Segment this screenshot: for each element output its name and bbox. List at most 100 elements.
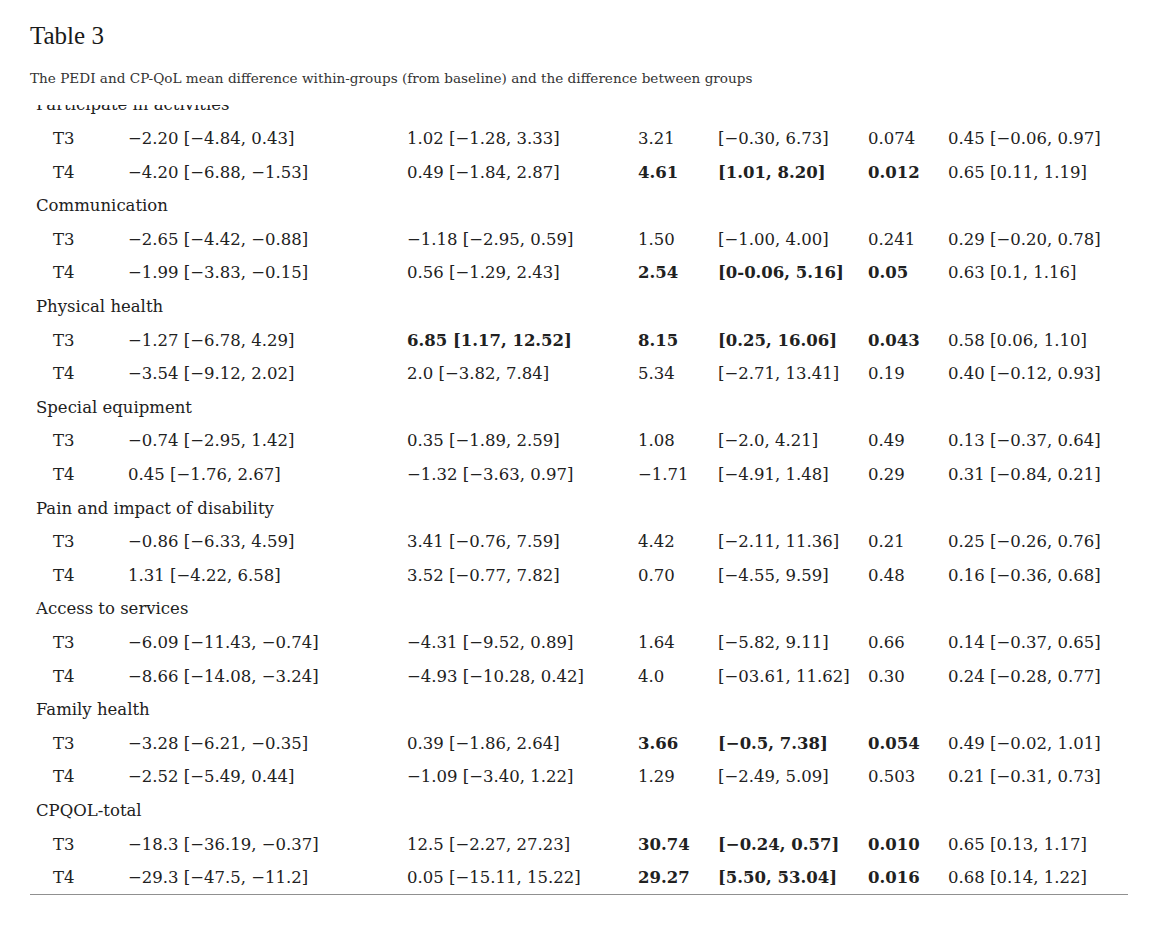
effect-size: 0.65 [0.11, 1.19]: [948, 155, 1128, 189]
group1-mean-difference: 1.31 [−4.22, 6.58]: [128, 559, 407, 593]
data-row: T4−8.66 [−14.08, −3.24]−4.93 [−10.28, 0.…: [30, 659, 1128, 693]
group1-mean-difference: −2.20 [−4.84, 0.43]: [128, 122, 407, 156]
group1-mean-difference: −18.3 [−36.19, −0.37]: [128, 827, 407, 861]
category-row: Pain and impact of disability: [30, 491, 1128, 525]
effect-size: 0.16 [−0.36, 0.68]: [948, 559, 1128, 593]
time-label: T3: [30, 424, 128, 458]
between-group-difference: 4.0: [638, 659, 718, 693]
table-title: Table 3: [30, 22, 1152, 50]
p-value: 0.241: [868, 222, 948, 256]
p-value: 0.503: [868, 760, 948, 794]
p-value: 0.66: [868, 626, 948, 660]
between-group-difference: 1.64: [638, 626, 718, 660]
difference-ci: [−2.71, 13.41]: [718, 357, 868, 391]
between-group-difference: 2.54: [638, 256, 718, 290]
p-value: 0.016: [868, 861, 948, 895]
data-row: T3−6.09 [−11.43, −0.74]−4.31 [−9.52, 0.8…: [30, 626, 1128, 660]
data-row: T4−2.52 [−5.49, 0.44]−1.09 [−3.40, 1.22]…: [30, 760, 1128, 794]
time-label: T3: [30, 323, 128, 357]
group1-mean-difference: −2.52 [−5.49, 0.44]: [128, 760, 407, 794]
group2-mean-difference: −4.93 [−10.28, 0.42]: [407, 659, 638, 693]
data-row: T3−2.65 [−4.42, −0.88]−1.18 [−2.95, 0.59…: [30, 222, 1128, 256]
difference-ci: [−2.11, 11.36]: [718, 525, 868, 559]
time-label: T4: [30, 861, 128, 895]
table-scroll-viewport[interactable]: Participate in activitiesT3−2.20 [−4.84,…: [30, 105, 1152, 901]
data-row: T4−4.20 [−6.88, −1.53]0.49 [−1.84, 2.87]…: [30, 155, 1128, 189]
group1-mean-difference: −3.28 [−6.21, −0.35]: [128, 727, 407, 761]
category-row: Family health: [30, 693, 1128, 727]
data-row: T41.31 [−4.22, 6.58]3.52 [−0.77, 7.82] 0.…: [30, 559, 1128, 593]
effect-size: 0.65 [0.13, 1.17]: [948, 827, 1128, 861]
category-label: Communication: [30, 189, 1128, 223]
group2-mean-difference: 6.85 [1.17, 12.52]: [407, 323, 638, 357]
category-label: Physical health: [30, 290, 1128, 324]
difference-ci: [1.01, 8.20]: [718, 155, 868, 189]
effect-size: 0.58 [0.06, 1.10]: [948, 323, 1128, 357]
effect-size: 0.21 [−0.31, 0.73]: [948, 760, 1128, 794]
category-row: Physical health: [30, 290, 1128, 324]
p-value: 0.21: [868, 525, 948, 559]
p-value: 0.012: [868, 155, 948, 189]
data-row: T3−0.86 [−6.33, 4.59]3.41 [−0.76, 7.59]4…: [30, 525, 1128, 559]
p-value: 0.29: [868, 458, 948, 492]
group2-mean-difference: 3.52 [−0.77, 7.82]: [407, 559, 638, 593]
p-value: 0.043: [868, 323, 948, 357]
time-label: T3: [30, 626, 128, 660]
time-label: T4: [30, 659, 128, 693]
category-row: Access to services: [30, 592, 1128, 626]
group1-mean-difference: −8.66 [−14.08, −3.24]: [128, 659, 407, 693]
time-label: T4: [30, 559, 128, 593]
p-value: 0.010: [868, 827, 948, 861]
effect-size: 0.13 [−0.37, 0.64]: [948, 424, 1128, 458]
between-group-difference: 1.50: [638, 222, 718, 256]
p-value: 0.30: [868, 659, 948, 693]
data-row: T4−3.54 [−9.12, 2.02]2.0 [−3.82, 7.84]5.…: [30, 357, 1128, 391]
between-group-difference: −1.71: [638, 458, 718, 492]
data-row: T3−2.20 [−4.84, 0.43]1.02 [−1.28, 3.33]3…: [30, 122, 1128, 156]
difference-ci: [5.50, 53.04]: [718, 861, 868, 895]
time-label: T3: [30, 727, 128, 761]
p-value: 0.05: [868, 256, 948, 290]
group1-mean-difference: −6.09 [−11.43, −0.74]: [128, 626, 407, 660]
group1-mean-difference: −3.54 [−9.12, 2.02]: [128, 357, 407, 391]
effect-size: 0.63 [0.1, 1.16]: [948, 256, 1128, 290]
group2-mean-difference: 0.39 [−1.86, 2.64]: [407, 727, 638, 761]
between-group-difference: 1.08: [638, 424, 718, 458]
group2-mean-difference: 3.41 [−0.76, 7.59]: [407, 525, 638, 559]
group2-mean-difference: 0.49 [−1.84, 2.87]: [407, 155, 638, 189]
between-group-difference: 3.66: [638, 727, 718, 761]
difference-ci: [−1.00, 4.00]: [718, 222, 868, 256]
effect-size: 0.25 [−0.26, 0.76]: [948, 525, 1128, 559]
data-row: T3−18.3 [−36.19, −0.37]12.5 [−2.27, 27.2…: [30, 827, 1128, 861]
data-row: T4−29.3 [−47.5, −11.2]0.05 [−15.11, 15.2…: [30, 861, 1128, 895]
between-group-difference: 29.27: [638, 861, 718, 895]
time-label: T4: [30, 155, 128, 189]
group1-mean-difference: −0.86 [−6.33, 4.59]: [128, 525, 407, 559]
article-table-page: Table 3 The PEDI and CP-QoL mean differe…: [0, 22, 1152, 901]
difference-ci: [−03.61, 11.62]: [718, 659, 868, 693]
table-body: Participate in activitiesT3−2.20 [−4.84,…: [30, 105, 1128, 895]
group2-mean-difference: 0.56 [−1.29, 2.43]: [407, 256, 638, 290]
between-group-difference: 30.74: [638, 827, 718, 861]
difference-ci: [−4.55, 9.59]: [718, 559, 868, 593]
effect-size: 0.68 [0.14, 1.22]: [948, 861, 1128, 895]
group2-mean-difference: −4.31 [−9.52, 0.89]: [407, 626, 638, 660]
effect-size: 0.24 [−0.28, 0.77]: [948, 659, 1128, 693]
effect-size: 0.29 [−0.20, 0.78]: [948, 222, 1128, 256]
group1-mean-difference: −4.20 [−6.88, −1.53]: [128, 155, 407, 189]
group2-mean-difference: −1.32 [−3.63, 0.97]: [407, 458, 638, 492]
time-label: T4: [30, 357, 128, 391]
difference-ci: [−2.0, 4.21]: [718, 424, 868, 458]
time-label: T4: [30, 760, 128, 794]
time-label: T3: [30, 827, 128, 861]
p-value: 0.19: [868, 357, 948, 391]
group1-mean-difference: 0.45 [−1.76, 2.67]: [128, 458, 407, 492]
difference-ci: [−4.91, 1.48]: [718, 458, 868, 492]
between-group-difference: 8.15: [638, 323, 718, 357]
category-label: Access to services: [30, 592, 1128, 626]
data-row: T40.45 [−1.76, 2.67]−1.32 [−3.63, 0.97]−…: [30, 458, 1128, 492]
effect-size: 0.40 [−0.12, 0.93]: [948, 357, 1128, 391]
group1-mean-difference: −2.65 [−4.42, −0.88]: [128, 222, 407, 256]
table-caption: The PEDI and CP-QoL mean difference with…: [30, 70, 1152, 86]
between-group-difference: 5.34: [638, 357, 718, 391]
